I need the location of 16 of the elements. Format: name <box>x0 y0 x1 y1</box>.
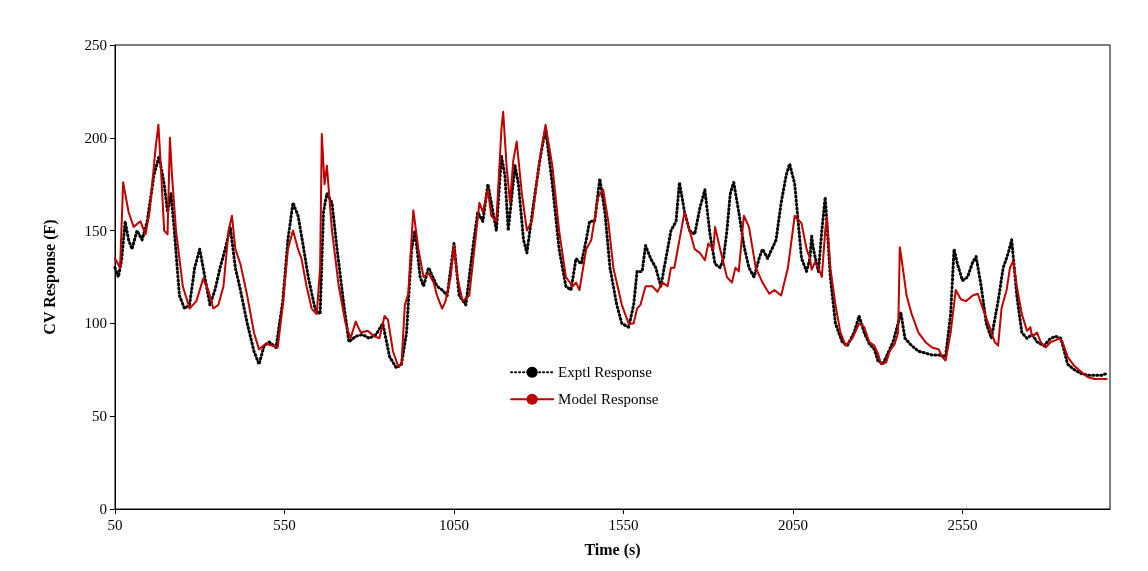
x-tick-label: 2050 <box>778 516 809 533</box>
y-axis-title: CV Response (F) <box>40 219 59 335</box>
x-tick-label: 550 <box>273 516 296 533</box>
legend-label: Exptl Response <box>558 364 653 381</box>
y-tick-label: 200 <box>84 129 107 146</box>
y-tick-label: 50 <box>92 408 107 425</box>
x-tick-label: 1550 <box>608 516 639 533</box>
y-tick-label: 250 <box>84 37 107 53</box>
x-tick-label: 1050 <box>439 516 470 533</box>
y-tick-label: 0 <box>99 501 107 517</box>
x-tick-label: 50 <box>107 516 123 533</box>
y-tick-label: 100 <box>84 315 107 332</box>
x-tick-label: 2550 <box>947 516 978 533</box>
y-tick-label: 150 <box>84 222 107 239</box>
legend-label: Model Response <box>558 391 659 408</box>
x-axis-title: Time (s) <box>584 540 641 559</box>
